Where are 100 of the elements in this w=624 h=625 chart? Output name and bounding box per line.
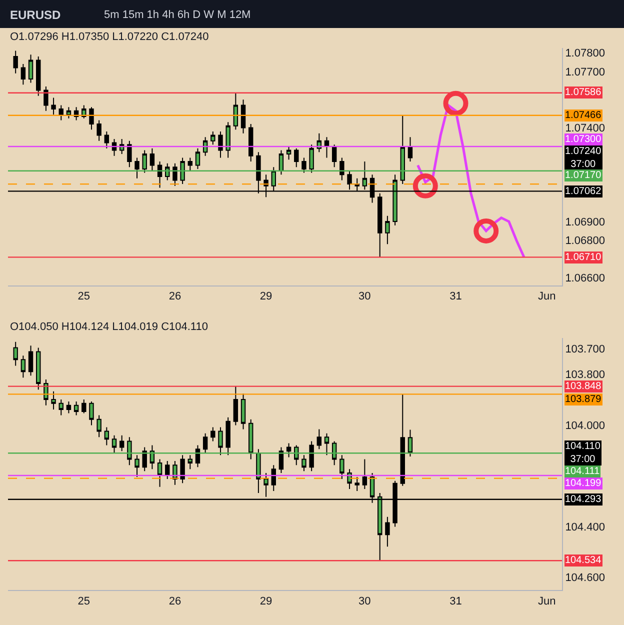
candlestick xyxy=(36,56,41,96)
candlestick xyxy=(134,157,140,179)
candlestick xyxy=(286,442,292,458)
x-tick-label: Jun xyxy=(538,290,556,303)
ref-line-label: 1.07300 xyxy=(565,134,602,145)
y-tick-label: 104.400 xyxy=(565,521,605,534)
candlestick xyxy=(408,136,413,162)
candlestick xyxy=(202,432,208,454)
candlestick xyxy=(96,120,102,142)
y-tick-label: 1.06900 xyxy=(565,216,605,228)
x-tick-label: 30 xyxy=(358,595,371,608)
candlestick xyxy=(362,458,368,490)
candlestick xyxy=(51,97,56,116)
candlestick xyxy=(400,394,405,486)
candlestick xyxy=(82,399,86,414)
candlestick xyxy=(233,92,238,130)
candlestick xyxy=(240,392,246,430)
candlestick xyxy=(385,215,390,245)
point xyxy=(412,173,438,198)
candlestick xyxy=(180,454,185,484)
candlestick xyxy=(20,63,26,86)
ref-line-label: 104.199 xyxy=(565,478,602,489)
chart-subtitle: 5m 15m 1h 4h 6h D W M 12M xyxy=(104,9,251,21)
ref-line-label: 1.06710 xyxy=(565,252,602,263)
candlestick xyxy=(210,131,216,146)
y-tick-label: 1.06600 xyxy=(565,272,605,285)
ref-line-label: 103.879 xyxy=(565,394,602,405)
candlestick xyxy=(210,426,216,442)
y-tick-label: 1.06800 xyxy=(565,235,605,248)
candlestick xyxy=(324,136,330,158)
candlestick xyxy=(119,434,124,452)
ref-line-label: 1.07170 xyxy=(565,170,602,181)
candlestick xyxy=(82,104,86,119)
ref-line-label: 1.07586 xyxy=(565,87,602,98)
candlestick xyxy=(44,86,48,112)
candlestick xyxy=(157,458,162,488)
y-tick-label: 1.07800 xyxy=(565,48,605,60)
x-tick-label: 30 xyxy=(358,290,371,303)
point xyxy=(474,218,499,244)
x-tick-label: 26 xyxy=(168,290,182,303)
ref-line-label: 103.848 xyxy=(565,381,602,392)
candlestick xyxy=(354,476,360,492)
candlestick xyxy=(58,399,64,416)
x-tick-label: Jun xyxy=(538,595,556,608)
candlestick xyxy=(332,144,337,168)
candlestick xyxy=(248,123,254,162)
candlestick xyxy=(316,428,322,450)
text: O104.050 H104.124 L104.019 C104.110 xyxy=(10,321,208,333)
ref-line-label: 1.07466 xyxy=(565,110,602,121)
y-tick-label: 103.700 xyxy=(565,344,605,356)
ref-line-label: 1.07062 xyxy=(565,186,602,197)
candlestick xyxy=(264,472,268,498)
candlestick xyxy=(165,460,170,480)
candlestick xyxy=(226,416,230,456)
x-tick-label: 25 xyxy=(78,595,90,608)
candlestick xyxy=(286,146,292,160)
candlestick xyxy=(316,132,322,153)
candlestick xyxy=(127,140,132,168)
candlestick xyxy=(28,345,34,376)
chart-title: EURUSD xyxy=(10,8,62,22)
candlestick xyxy=(157,161,162,188)
text: 1.07240 37:00 xyxy=(565,146,602,170)
x-tick-label: 29 xyxy=(260,290,272,303)
ref-line-label: 104.534 xyxy=(565,555,602,566)
ref-line-label: 104.293 xyxy=(565,494,602,505)
candlestick xyxy=(58,104,64,121)
point xyxy=(443,90,468,116)
candlestick xyxy=(112,138,117,156)
text: O1.07296 H1.07350 L1.07220 C1.07240 xyxy=(10,31,209,43)
candlestick xyxy=(66,401,72,414)
candlestick xyxy=(20,355,26,378)
candlestick xyxy=(36,347,41,390)
candlestick xyxy=(385,516,390,548)
candlestick xyxy=(271,464,276,492)
y-tick-label: 104.600 xyxy=(565,572,605,584)
candlestick xyxy=(278,446,284,474)
x-tick-label: 31 xyxy=(450,290,462,303)
candlestick xyxy=(309,440,314,472)
candlestick xyxy=(218,131,223,158)
x-tick-label: 29 xyxy=(260,595,272,608)
y-tick-label: 1.07700 xyxy=(565,66,605,78)
candlestick xyxy=(142,446,147,472)
candlestick xyxy=(51,390,56,410)
candlestick xyxy=(13,50,18,74)
candlestick xyxy=(89,401,94,426)
x-tick-label: 25 xyxy=(78,290,90,303)
candlestick xyxy=(74,401,79,416)
candlestick xyxy=(195,444,200,468)
y-tick-label: 103.800 xyxy=(565,368,605,381)
x-tick-label: 31 xyxy=(450,595,462,608)
candlestick xyxy=(302,157,306,174)
candlestick xyxy=(294,148,299,168)
x-tick-label: 26 xyxy=(168,595,182,608)
candlestick xyxy=(28,54,34,84)
candlestick xyxy=(66,106,72,119)
candlestick xyxy=(104,426,110,446)
candlestick xyxy=(226,122,230,158)
candlestick xyxy=(150,148,155,172)
candlestick xyxy=(96,414,102,438)
candlestick xyxy=(240,99,246,134)
